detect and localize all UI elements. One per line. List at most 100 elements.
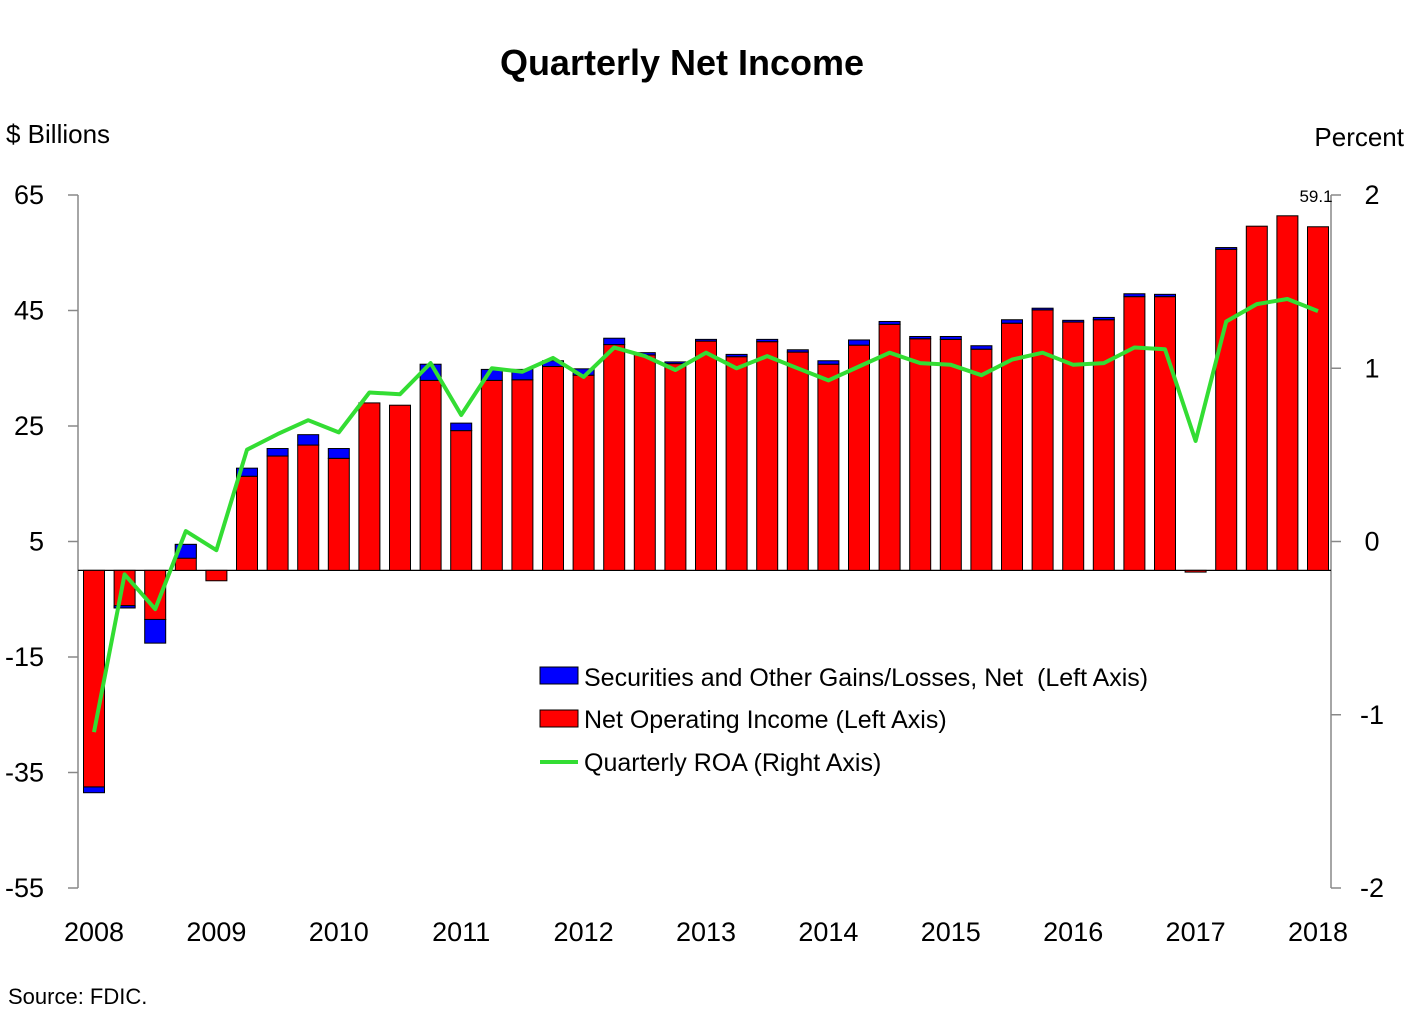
bar-securities-gains <box>664 361 687 365</box>
bar-net-operating-income <box>1154 296 1176 571</box>
bar-securities-gains <box>603 337 626 346</box>
bar-net-operating-income <box>725 356 748 571</box>
bar-net-operating-income <box>633 354 656 571</box>
year-label: 2014 <box>798 917 858 947</box>
chart-title: Quarterly Net Income <box>500 42 864 83</box>
bar-net-operating-income <box>205 569 228 582</box>
bar-securities-gains <box>848 339 870 346</box>
bar-net-operating-income <box>1031 309 1054 571</box>
bar-securities-gains <box>817 360 840 365</box>
year-label: 2008 <box>64 917 124 947</box>
bar-net-operating-income <box>1184 569 1207 573</box>
bar-securities-gains <box>83 786 105 794</box>
bar-securities-gains <box>939 335 962 340</box>
left-axis-unit: $ Billions <box>6 119 110 149</box>
bar-securities-gains <box>297 434 320 446</box>
bar-net-operating-income <box>480 379 503 571</box>
bar-net-operating-income <box>1307 226 1329 571</box>
year-label: 2015 <box>921 917 981 947</box>
bar-securities-gains <box>1031 307 1054 311</box>
bar-net-operating-income <box>450 430 473 571</box>
year-label: 2018 <box>1288 917 1348 947</box>
bar-net-operating-income <box>878 323 901 571</box>
bar-net-operating-income <box>664 363 687 571</box>
bar-securities-gains <box>909 335 932 340</box>
bar-securities-gains <box>1092 316 1115 321</box>
bar-net-operating-income <box>939 338 962 571</box>
bar-securities-gains <box>1123 293 1146 298</box>
source-note: Source: FDIC. <box>8 984 147 1009</box>
year-label: 2009 <box>186 917 246 947</box>
bar-net-operating-income <box>1062 321 1085 571</box>
bar-net-operating-income <box>297 444 320 571</box>
legend-label-net-operating-income: Net Operating Income (Left Axis) <box>584 706 947 734</box>
bar-net-operating-income <box>572 374 595 571</box>
bar-securities-gains <box>236 467 258 477</box>
right-axis-unit: Percent <box>1314 122 1404 152</box>
bar-net-operating-income <box>511 379 534 571</box>
left-tick-label: 5 <box>29 527 44 557</box>
bar-securities-gains <box>144 618 167 644</box>
bar-net-operating-income <box>266 455 289 571</box>
bar-net-operating-income <box>817 363 840 571</box>
bar-net-operating-income <box>1245 225 1268 571</box>
tick-labels: 65 45 25 5 -15 -35 -55 2 1 0 -1 -2 2008 2009 2010 2011 2… <box>5 180 1384 947</box>
left-tick-label: -35 <box>5 758 44 788</box>
bar-securities-gains <box>695 338 717 342</box>
bar-net-operating-income <box>970 348 993 571</box>
bar-net-operating-income <box>327 457 350 571</box>
year-label: 2017 <box>1166 917 1226 947</box>
bar-securities-gains <box>786 349 809 353</box>
right-tick-label: 0 <box>1364 527 1379 557</box>
left-tick-label: 25 <box>14 411 44 441</box>
right-tick-label: -1 <box>1360 700 1384 730</box>
legend: Securities and Other Gains/Losses, Net (… <box>539 664 1148 777</box>
bar-securities-gains <box>511 368 534 381</box>
bar-securities-gains <box>450 422 473 432</box>
bar-securities-gains <box>970 345 993 350</box>
bar-net-operating-income <box>83 569 105 788</box>
bar-net-operating-income <box>542 366 564 571</box>
left-tick-label: -15 <box>5 642 44 672</box>
bar-net-operating-income <box>695 340 717 571</box>
bar-net-operating-income <box>756 341 779 571</box>
legend-label-roa: Quarterly ROA (Right Axis) <box>584 749 881 777</box>
bar-net-operating-income <box>358 402 381 571</box>
bar-securities-gains <box>266 448 289 457</box>
right-tick-label: 2 <box>1364 180 1379 210</box>
bar-securities-gains <box>725 353 748 358</box>
year-label: 2010 <box>309 917 369 947</box>
bar-net-operating-income <box>909 338 932 571</box>
bar-net-operating-income <box>1123 296 1146 571</box>
bar-net-operating-income <box>603 344 626 571</box>
bar-net-operating-income <box>419 379 442 571</box>
bar-net-operating-income <box>848 344 870 571</box>
bar-securities-gains <box>1215 247 1238 250</box>
bar-securities-gains <box>756 338 779 343</box>
bar-net-operating-income <box>236 475 258 571</box>
legend-swatch-net-operating-income <box>539 709 579 728</box>
bar-net-operating-income <box>1215 248 1238 571</box>
bar-net-operating-income <box>786 351 809 571</box>
roa-line-series <box>92 297 1319 733</box>
right-tick-label: -2 <box>1360 873 1384 903</box>
bar-securities-gains <box>1001 319 1023 324</box>
bar-series <box>83 215 1329 794</box>
bar-securities-gains <box>878 320 901 325</box>
legend-swatch-securities <box>539 666 579 685</box>
year-label: 2016 <box>1043 917 1103 947</box>
bar-securities-gains <box>113 605 136 609</box>
roa-line <box>92 297 1319 733</box>
legend-label-securities: Securities and Other Gains/Losses, Net (… <box>584 664 1148 692</box>
bar-securities-gains <box>1154 293 1176 298</box>
left-tick-label: 45 <box>14 296 44 326</box>
bar-net-operating-income <box>389 404 411 571</box>
left-tick-label: -55 <box>5 873 44 903</box>
bar-net-operating-income <box>1276 215 1299 571</box>
left-tick-label: 65 <box>14 180 44 210</box>
year-label: 2013 <box>676 917 736 947</box>
year-label: 2011 <box>432 917 490 947</box>
right-tick-label: 1 <box>1364 353 1379 383</box>
bar-securities-gains <box>327 448 350 459</box>
